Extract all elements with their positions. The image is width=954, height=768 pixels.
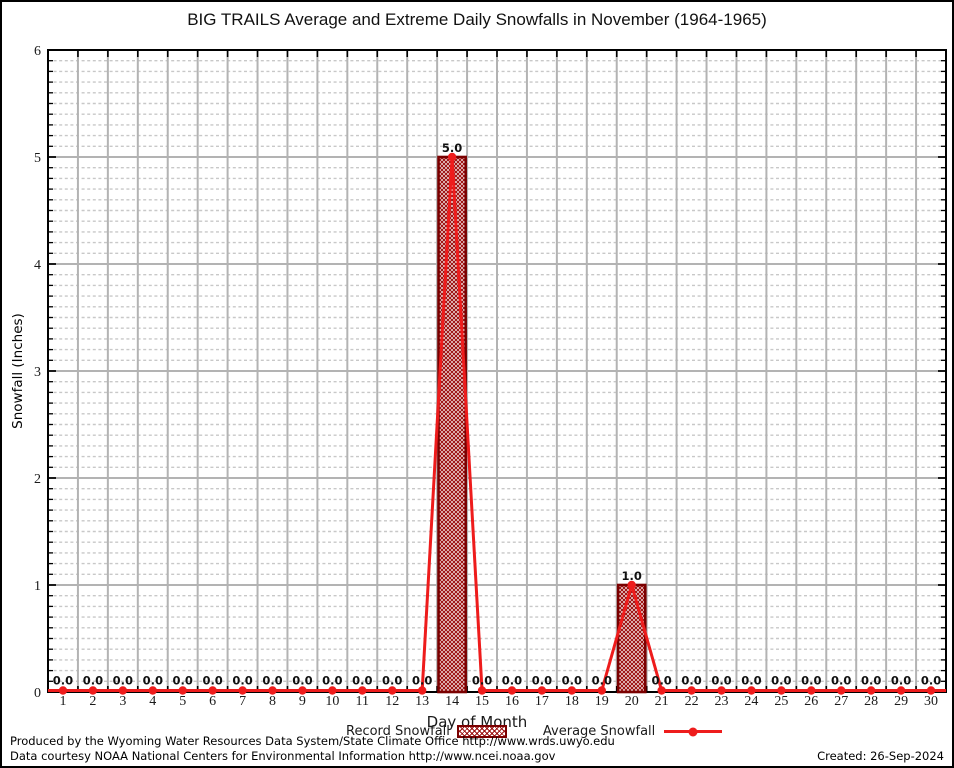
svg-text:0.0: 0.0: [741, 674, 761, 688]
svg-text:3: 3: [119, 694, 126, 709]
svg-text:11: 11: [356, 694, 369, 709]
svg-text:14: 14: [445, 694, 459, 709]
produced-by-text: Produced by the Wyoming Water Resources …: [10, 734, 615, 748]
svg-text:0.0: 0.0: [322, 674, 342, 688]
svg-text:0.0: 0.0: [262, 674, 282, 688]
svg-text:0.0: 0.0: [113, 674, 133, 688]
svg-text:17: 17: [535, 694, 549, 709]
svg-text:18: 18: [565, 694, 579, 709]
svg-text:0.0: 0.0: [681, 674, 701, 688]
svg-text:22: 22: [685, 694, 699, 709]
svg-text:0.0: 0.0: [53, 674, 73, 688]
svg-text:0.0: 0.0: [831, 674, 851, 688]
svg-text:10: 10: [325, 694, 339, 709]
svg-text:0.0: 0.0: [711, 674, 731, 688]
legend-average-label: Average Snowfall: [542, 724, 656, 739]
svg-text:0.0: 0.0: [382, 674, 402, 688]
svg-text:23: 23: [715, 694, 729, 709]
svg-text:26: 26: [804, 694, 818, 709]
svg-text:2: 2: [89, 694, 96, 709]
svg-text:6: 6: [34, 44, 41, 59]
svg-text:4: 4: [149, 694, 156, 709]
svg-text:28: 28: [864, 694, 878, 709]
svg-text:0.0: 0.0: [412, 674, 432, 688]
svg-text:0.0: 0.0: [502, 674, 522, 688]
svg-text:21: 21: [655, 694, 669, 709]
svg-text:7: 7: [239, 694, 246, 709]
svg-text:5.0: 5.0: [442, 141, 462, 155]
svg-text:20: 20: [625, 694, 639, 709]
svg-text:0.0: 0.0: [173, 674, 193, 688]
svg-text:0.0: 0.0: [651, 674, 671, 688]
svg-text:30: 30: [924, 694, 938, 709]
svg-text:4: 4: [34, 258, 41, 273]
svg-text:1: 1: [59, 694, 66, 709]
svg-text:3: 3: [34, 365, 41, 380]
svg-text:25: 25: [774, 694, 788, 709]
average-snowfall-line-icon: [664, 727, 723, 736]
svg-text:0.0: 0.0: [562, 674, 582, 688]
line-marker-dot-icon: [688, 727, 698, 736]
created-date: Created: 26-Sep-2024: [817, 749, 944, 763]
svg-text:12: 12: [385, 694, 399, 709]
svg-text:0.0: 0.0: [232, 674, 252, 688]
svg-text:9: 9: [299, 694, 306, 709]
svg-text:8: 8: [269, 694, 276, 709]
legend-record-label: Record Snowfall: [346, 724, 450, 739]
svg-text:1: 1: [34, 579, 41, 594]
svg-text:0.0: 0.0: [921, 674, 941, 688]
svg-text:5: 5: [179, 694, 186, 709]
svg-text:0.0: 0.0: [292, 674, 312, 688]
svg-text:0.0: 0.0: [592, 674, 612, 688]
svg-text:13: 13: [415, 694, 429, 709]
svg-text:0.0: 0.0: [83, 674, 103, 688]
svg-text:0.0: 0.0: [532, 674, 552, 688]
svg-text:0.0: 0.0: [202, 674, 222, 688]
chart-title: BIG TRAILS Average and Extreme Daily Sno…: [187, 10, 767, 29]
svg-text:27: 27: [834, 694, 848, 709]
svg-text:15: 15: [475, 694, 489, 709]
svg-text:0.0: 0.0: [801, 674, 821, 688]
svg-text:0.0: 0.0: [143, 674, 163, 688]
record-snowfall-swatch-icon: [456, 725, 507, 738]
svg-text:6: 6: [209, 694, 216, 709]
svg-text:0: 0: [34, 686, 41, 701]
svg-text:0.0: 0.0: [771, 674, 791, 688]
svg-text:16: 16: [505, 694, 519, 709]
footer: Produced by the Wyoming Water Resources …: [2, 734, 952, 766]
svg-text:1.0: 1.0: [622, 569, 642, 583]
svg-text:0.0: 0.0: [861, 674, 881, 688]
svg-text:19: 19: [595, 694, 609, 709]
svg-text:29: 29: [894, 694, 908, 709]
svg-text:5: 5: [34, 151, 41, 166]
data-courtesy-text: Data courtesy NOAA National Centers for …: [10, 749, 556, 763]
legend: Record Snowfall Average Snowfall: [346, 724, 723, 739]
svg-text:0.0: 0.0: [891, 674, 911, 688]
plot-area: 0.0 0.0 0.0 0.0 0.0 0.0 0.0 0.0 0.0 0.0 0.0 0.0 0.0 5…: [34, 44, 947, 709]
svg-text:0.0: 0.0: [352, 674, 372, 688]
svg-text:0.0: 0.0: [472, 674, 492, 688]
svg-text:24: 24: [744, 694, 758, 709]
svg-text:2: 2: [34, 472, 41, 487]
